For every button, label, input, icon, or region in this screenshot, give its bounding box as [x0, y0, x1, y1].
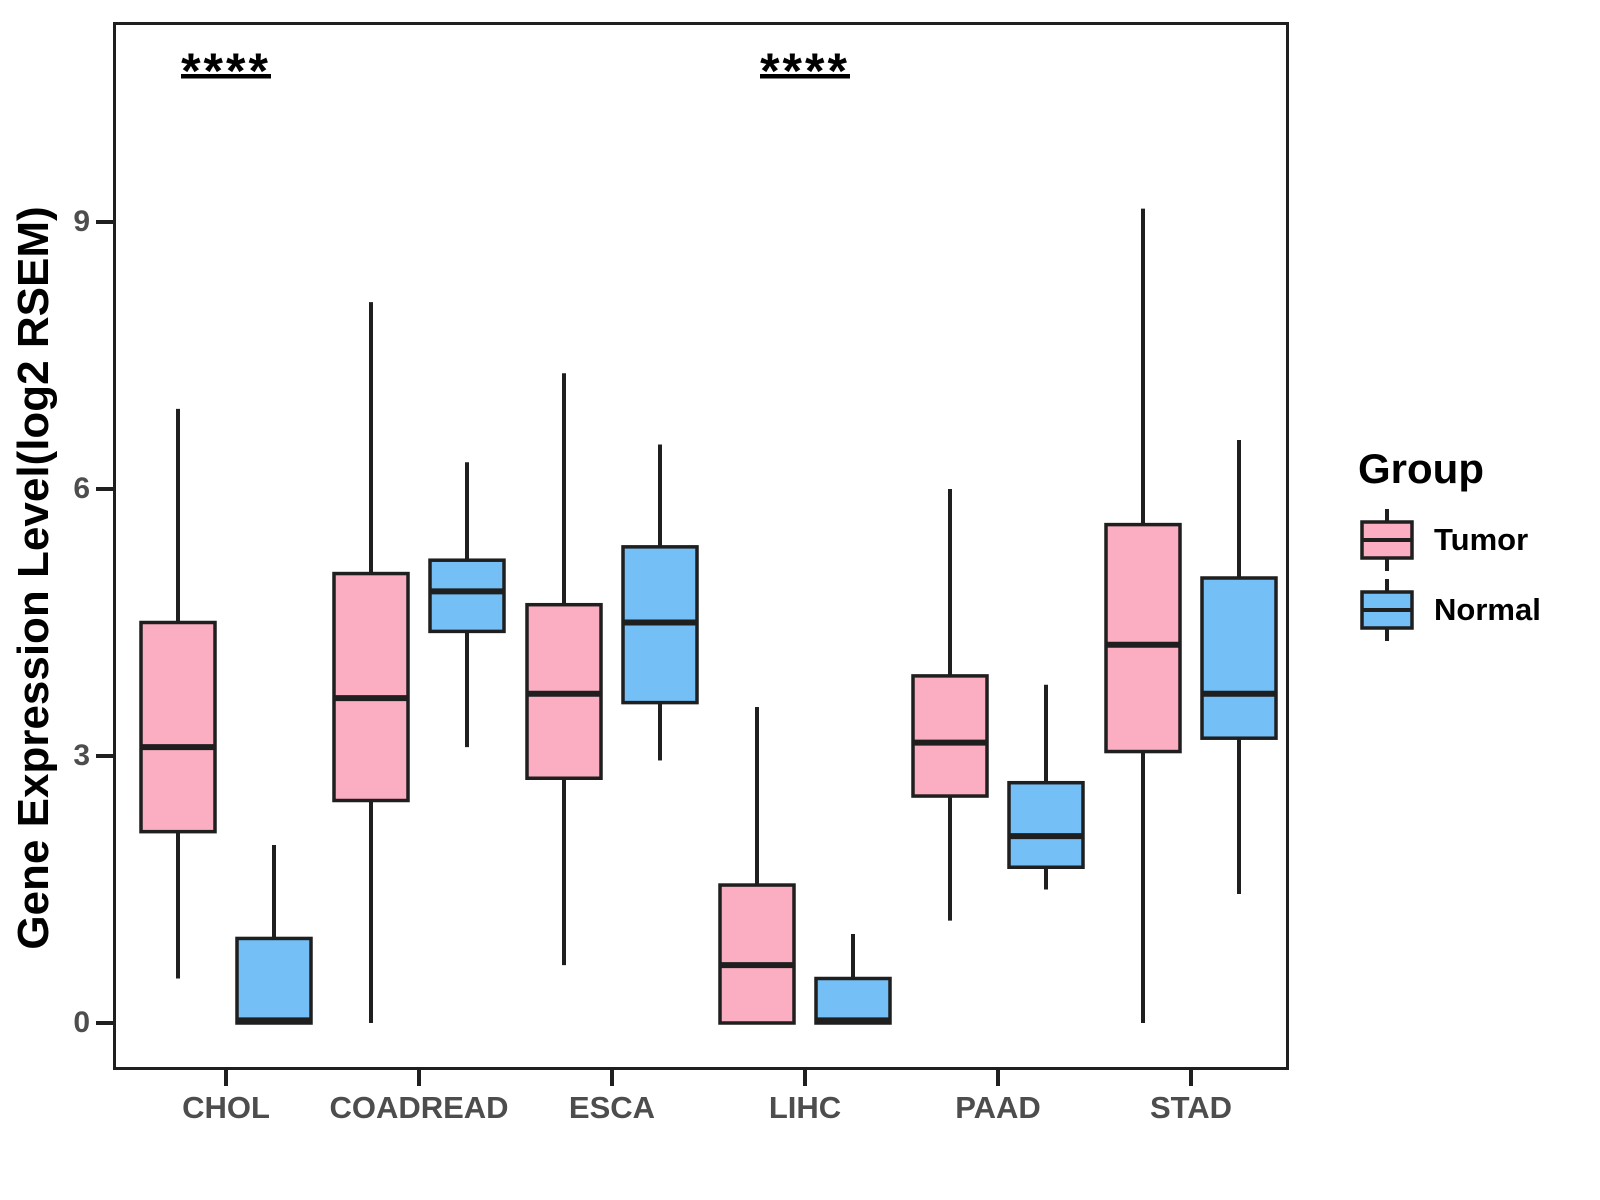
legend-key-normal-icon — [1360, 579, 1414, 641]
box-tumor-coadread — [332, 571, 410, 803]
legend: Group Tumor Normal — [1358, 445, 1541, 649]
x-tick-label-stad: STAD — [1149, 1090, 1233, 1125]
legend-key-tumor-icon — [1360, 509, 1414, 571]
box-normal-stad — [1200, 576, 1278, 740]
y-tick-mark-3 — [96, 754, 113, 758]
legend-items: Tumor Normal — [1358, 509, 1541, 641]
x-tick-mark-coadread — [417, 1070, 421, 1086]
box-normal-paad — [1007, 780, 1085, 870]
box-normal-chol — [235, 936, 313, 1025]
y-tick-label-3: 3 — [73, 739, 90, 772]
x-tick-label-paad: PAAD — [955, 1090, 1041, 1125]
x-tick-mark-lihc — [803, 1070, 807, 1086]
significance-stars-chol: **** — [181, 43, 271, 99]
legend-label-normal: Normal — [1434, 592, 1541, 627]
y-tick-mark-0 — [96, 1021, 113, 1025]
y-tick-mark-9 — [96, 220, 113, 224]
x-tick-label-lihc: LIHC — [768, 1090, 842, 1125]
x-tick-mark-stad — [1189, 1070, 1193, 1086]
x-tick-label-coadread: COADREAD — [329, 1090, 509, 1125]
box-tumor-chol — [139, 620, 217, 834]
legend-title: Group — [1358, 445, 1484, 492]
legend-item-tumor: Tumor — [1358, 509, 1541, 571]
x-tick-mark-chol — [224, 1070, 228, 1086]
y-tick-label-6: 6 — [73, 472, 90, 505]
box-normal-lihc — [814, 976, 892, 1025]
legend-label-tumor: Tumor — [1434, 522, 1529, 557]
plot-panel — [113, 22, 1289, 1070]
y-tick-label-9: 9 — [73, 205, 90, 238]
box-tumor-paad — [911, 674, 989, 798]
significance-bar-chol — [181, 74, 271, 79]
x-tick-mark-paad — [996, 1070, 1000, 1086]
y-tick-label-0: 0 — [73, 1006, 90, 1039]
x-tick-label-chol: CHOL — [182, 1090, 270, 1125]
box-normal-coadread — [428, 558, 506, 634]
significance-stars-lihc: **** — [760, 43, 850, 99]
x-tick-mark-esca — [610, 1070, 614, 1086]
legend-item-normal: Normal — [1358, 579, 1541, 641]
y-tick-mark-6 — [96, 487, 113, 491]
x-tick-label-esca: ESCA — [568, 1090, 656, 1125]
y-axis-title: Gene Expression Level(log2 RSEM) — [9, 206, 58, 950]
box-tumor-lihc — [718, 883, 796, 1025]
boxplot-canvas: **** **** — [139, 43, 1278, 1025]
box-tumor-stad — [1104, 522, 1182, 754]
significance-bar-lihc — [760, 74, 850, 79]
